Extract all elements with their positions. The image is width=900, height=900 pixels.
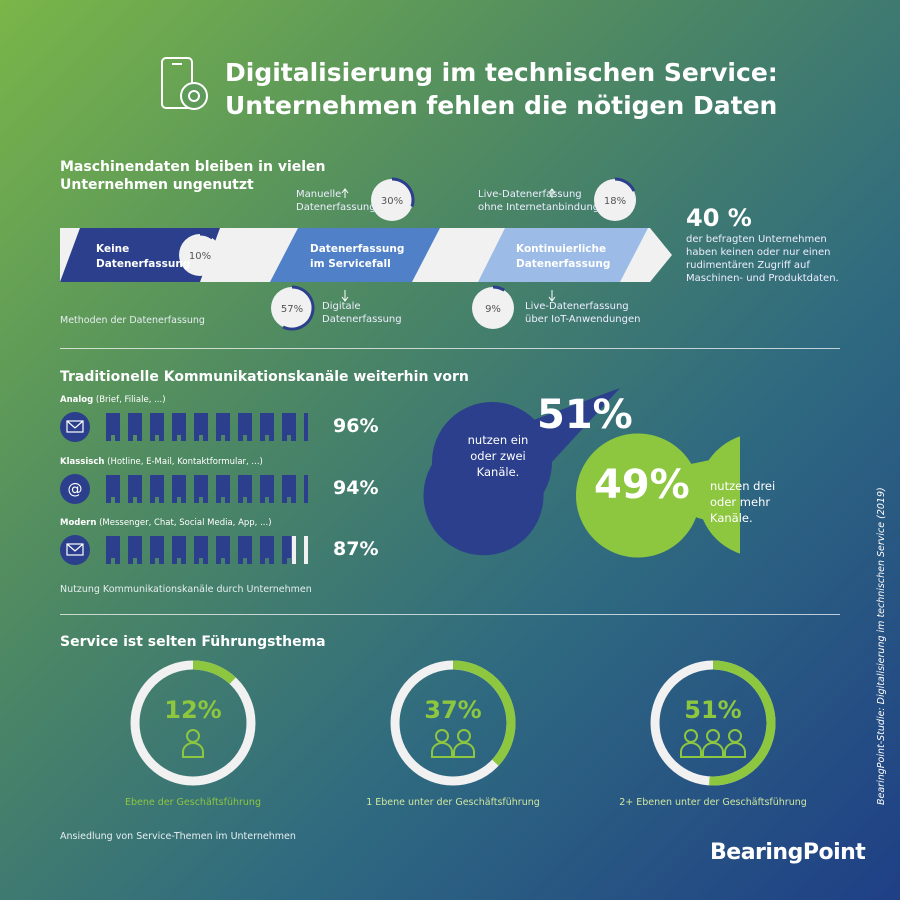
divider [60,348,840,349]
sub-circle-value: 18% [604,196,626,207]
ring-chart: 51% [650,660,776,786]
data-collection-band: 10% 30% 57% 18% 9% [60,177,672,331]
person-icon [457,729,471,743]
svg-text:@: @ [68,480,83,498]
bubble-b-value: 49% [594,462,690,508]
ring-value: 12% [164,696,221,724]
ring-label: 2+ Ebenen unter der Geschäftsführung [619,797,807,808]
person-icon [435,729,449,743]
divider [60,614,840,615]
section2-heading: Traditionelle Kommunikationskanäle weite… [60,369,469,385]
sub-circle [371,179,413,221]
bubble-b-text: nutzen drei oder mehr Kanäle. [710,479,776,525]
bubble-a-value: 51% [537,392,633,438]
person-icon [186,729,200,743]
sub-label-offline: Live-Datenerfassung ohne Internetanbindun… [478,189,600,213]
ring-arc [709,660,776,786]
ring-label: Ebene der Geschäftsführung [124,797,261,808]
ring-arc [452,660,516,766]
ring-chart: 37% [390,660,516,786]
phone-gear-icon [161,57,208,110]
building-icon [304,536,308,564]
channel-label: Klassisch (Hotline, E-Mail, Kontaktformu… [60,457,263,467]
channel-row [60,535,308,565]
section2-caption: Nutzung Kommunikationskanäle durch Unter… [60,584,312,595]
sub-circle [594,179,636,221]
envelope-icon [60,412,90,442]
channel-examples: (Brief, Filiale, ...) [93,395,166,405]
sub-circle-arc [492,285,506,292]
source-note: BearingPoint-Studie: Digitalisierung im … [876,487,887,805]
channel-value: 96% [333,415,379,437]
channel-examples: (Hotline, E-Mail, Kontaktformular, ...) [104,457,263,467]
channel-name: Modern [60,518,97,528]
ring-arc [192,660,236,685]
stage-service [270,228,440,282]
channel-name: Analog [60,395,94,405]
sub-circle-value: 30% [381,196,403,207]
sub-circle-arc [614,177,636,192]
person-icon [728,729,742,743]
channel-row: @ [60,474,308,504]
stage-continuous [478,228,648,282]
sub-circle [271,287,313,329]
sub-circle-value: 9% [485,304,501,315]
sub-circle-arc [199,232,214,240]
sub-circle-value: 10% [189,251,211,262]
sub-label-manual: Manuelle Datenerfassung [296,189,376,213]
sub-circle [179,234,221,276]
section1-heading: Maschinendaten bleiben in vielen Unterneh… [60,159,326,193]
sub-label-digital: Digitale Datenerfassung [322,301,402,325]
ring-value: 37% [424,696,481,724]
section3-caption: Ansiedlung von Service-Themen im Unterne… [60,831,296,842]
highlight-value: 40 % [686,204,752,232]
stage-label-1: Keine Datenerfassung [96,243,191,270]
channel-examples: (Messenger, Chat, Social Media, App, ...… [96,518,272,528]
ring-label: 1 Ebene unter der Geschäftsführung [366,797,540,808]
channel-label: Analog (Brief, Filiale, ...) [60,395,166,405]
ring-value: 51% [684,696,741,724]
person-icon [684,729,698,743]
section1-caption: Methoden der Datenerfassung [60,315,205,326]
stage-label-2: Datenerfassung im Servicefall [310,243,405,270]
channel-bubbles [423,388,740,558]
sub-circle-value: 57% [281,304,303,315]
sub-circle-arc [282,285,315,331]
stage-none [60,228,220,282]
sub-circle-arc [391,177,415,207]
highlight-text: der befragten Unternehmen haben keinen od… [686,234,839,284]
chat-envelope-icon [60,535,90,565]
sub-label-iot: Live-Datenerfassung über IoT-Anwendungen [525,301,641,325]
bubble-a-text: nutzen ein oder zwei Kanäle. [467,433,529,479]
section3-heading: Service ist selten Führungsthema [60,634,326,650]
channel-value: 94% [333,477,379,499]
channel-row [60,412,308,442]
ring-chart: 12% [130,660,256,786]
person-icon [706,729,720,743]
channel-value: 87% [333,538,379,560]
at-sign-icon [60,474,90,504]
bearingpoint-logo: BearingPoint [710,840,866,865]
channel-name: Klassisch [60,457,105,467]
page-title: Digitalisierung im technischen Service: U… [225,58,778,120]
sub-circle [472,287,514,329]
stage-label-3: Kontinuierliche Datenerfassung [516,243,611,270]
channel-label: Modern (Messenger, Chat, Social Media, A… [60,518,272,528]
